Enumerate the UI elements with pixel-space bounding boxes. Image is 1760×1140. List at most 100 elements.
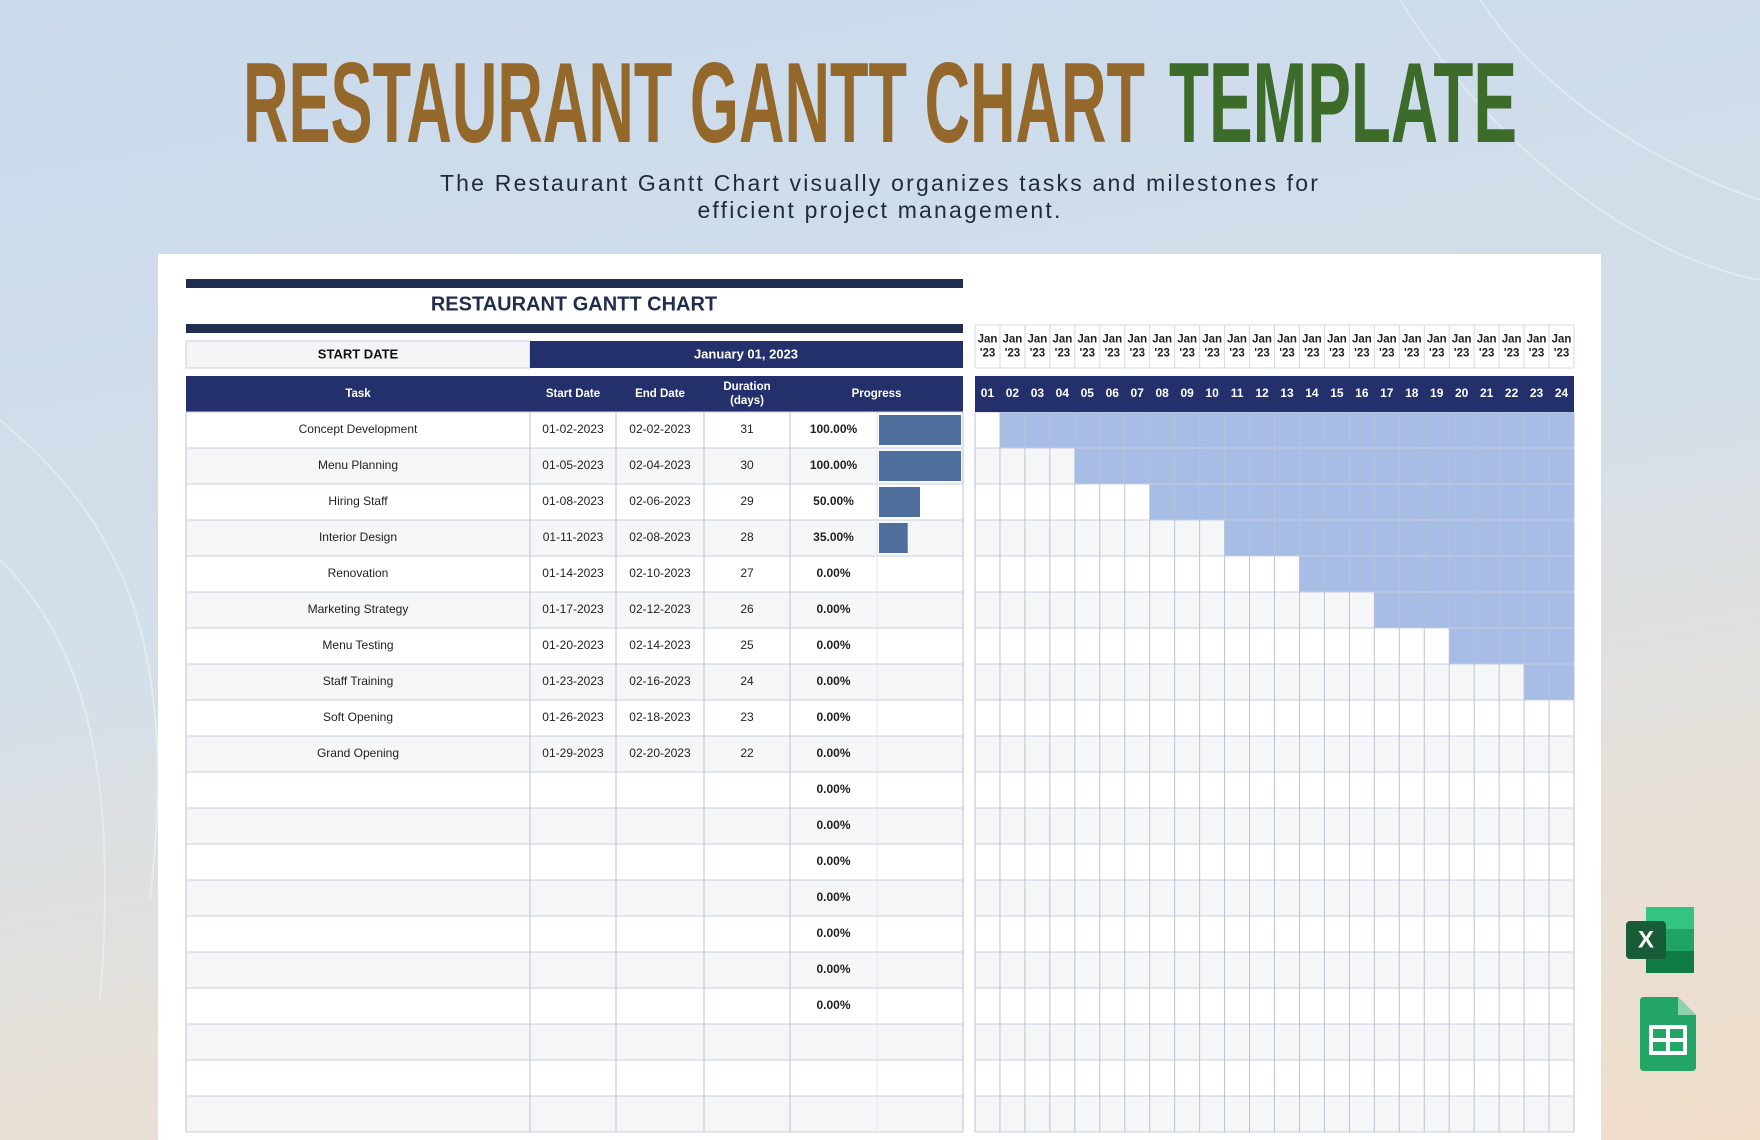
day-label: 24 [1555,386,1569,400]
sheets-icon [1640,997,1696,1071]
month-label: Jan '23 [1277,334,1297,360]
subtitle: The Restaurant Gantt Chart visually orga… [440,170,1320,196]
month-label: Jan '23 [1227,334,1247,360]
month-label: Jan '23 [1427,334,1447,360]
task-name: Grand Opening [317,746,399,760]
task-name: Soft Opening [323,710,393,724]
column-header: Progress [852,388,902,400]
progress-label: 100.00% [810,422,858,436]
month-label: Jan '23 [1077,334,1097,360]
title-accent: TEMPLATE [1169,40,1517,167]
end-date: 02-10-2023 [629,566,691,580]
progress-label: 0.00% [816,818,850,832]
table-row [186,952,963,988]
progress-bar [879,487,920,517]
duration: 28 [740,530,754,544]
table-row [186,412,963,448]
day-label: 21 [1480,386,1494,400]
end-date: 02-18-2023 [629,710,691,724]
progress-label: 0.00% [816,674,850,688]
task-name: Staff Training [323,674,394,688]
progress-bar [879,523,908,553]
progress-bar [879,415,961,445]
day-label: 08 [1156,386,1170,400]
end-date: 02-04-2023 [629,458,691,472]
progress-label: 0.00% [816,746,850,760]
subtitle: efficient project management. [697,197,1062,223]
gantt-bar [1449,628,1574,664]
day-label: 09 [1180,386,1194,400]
progress-label: 0.00% [816,602,850,616]
svg-text:X: X [1638,926,1654,953]
start-date-label: START DATE [318,346,399,361]
end-date: 02-02-2023 [629,422,691,436]
day-label: 22 [1505,386,1519,400]
progress-label: 0.00% [816,998,850,1012]
gantt-bar [999,412,1574,448]
month-label: Jan '23 [1102,334,1122,360]
day-label: 02 [1006,386,1020,400]
day-label: 13 [1280,386,1294,400]
month-label: Jan '23 [1377,334,1397,360]
table-row [186,592,963,628]
month-label: Jan '23 [1327,334,1347,360]
day-label: 18 [1405,386,1419,400]
start-date: 01-26-2023 [542,710,604,724]
table-row [186,664,963,700]
month-label: Jan '23 [1402,334,1422,360]
start-date: January 01, 2023 [694,346,798,361]
day-label: 10 [1205,386,1219,400]
duration: 24 [740,674,754,688]
task-name: Renovation [328,566,389,580]
table-row [186,700,963,736]
month-label: Jan '23 [1452,334,1472,360]
table-row [186,772,963,808]
month-label: Jan '23 [978,334,998,360]
progress-label: 0.00% [816,566,850,580]
month-label: Jan '23 [1027,334,1047,360]
day-label: 03 [1031,386,1045,400]
progress-label: 0.00% [816,638,850,652]
day-label: 15 [1330,386,1344,400]
start-date: 01-17-2023 [542,602,604,616]
month-label: Jan '23 [1252,334,1272,360]
month-label: Jan '23 [1052,334,1072,360]
day-label: 11 [1231,386,1244,400]
column-header: Duration (days) [723,381,770,407]
start-date: 01-11-2023 [543,530,604,544]
progress-label: 0.00% [816,962,850,976]
month-label: Jan '23 [1152,334,1172,360]
column-header: End Date [635,388,685,400]
duration: 29 [740,494,754,508]
day-label: 12 [1255,386,1269,400]
progress-label: 0.00% [816,710,850,724]
progress-label: 0.00% [816,782,850,796]
end-date: 02-06-2023 [629,494,691,508]
progress-label: 0.00% [816,926,850,940]
duration: 22 [740,746,754,760]
gantt-bar [1149,484,1574,520]
task-name: Interior Design [319,530,397,544]
start-date-label-cell [185,340,531,369]
table-row [186,1096,963,1132]
month-label: Jan '23 [1477,334,1497,360]
end-date: 02-14-2023 [629,638,691,652]
month-label: Jan '23 [1003,334,1023,360]
progress-label: 0.00% [816,890,850,904]
decor [0,0,1760,1000]
task-name: Hiring Staff [328,494,388,508]
day-label: 04 [1056,386,1070,400]
task-name: Marketing Strategy [308,602,409,616]
start-date: 01-02-2023 [542,422,604,436]
month-label: Jan '23 [1202,334,1222,360]
duration: 26 [740,602,754,616]
sheet-rule [186,279,963,288]
table-row [186,520,963,556]
duration: 31 [740,422,754,436]
table-row [186,736,963,772]
table-row [186,988,963,1024]
excel-icon: X [1626,907,1694,973]
task-name: Menu Testing [322,638,393,652]
day-header [975,376,1574,412]
